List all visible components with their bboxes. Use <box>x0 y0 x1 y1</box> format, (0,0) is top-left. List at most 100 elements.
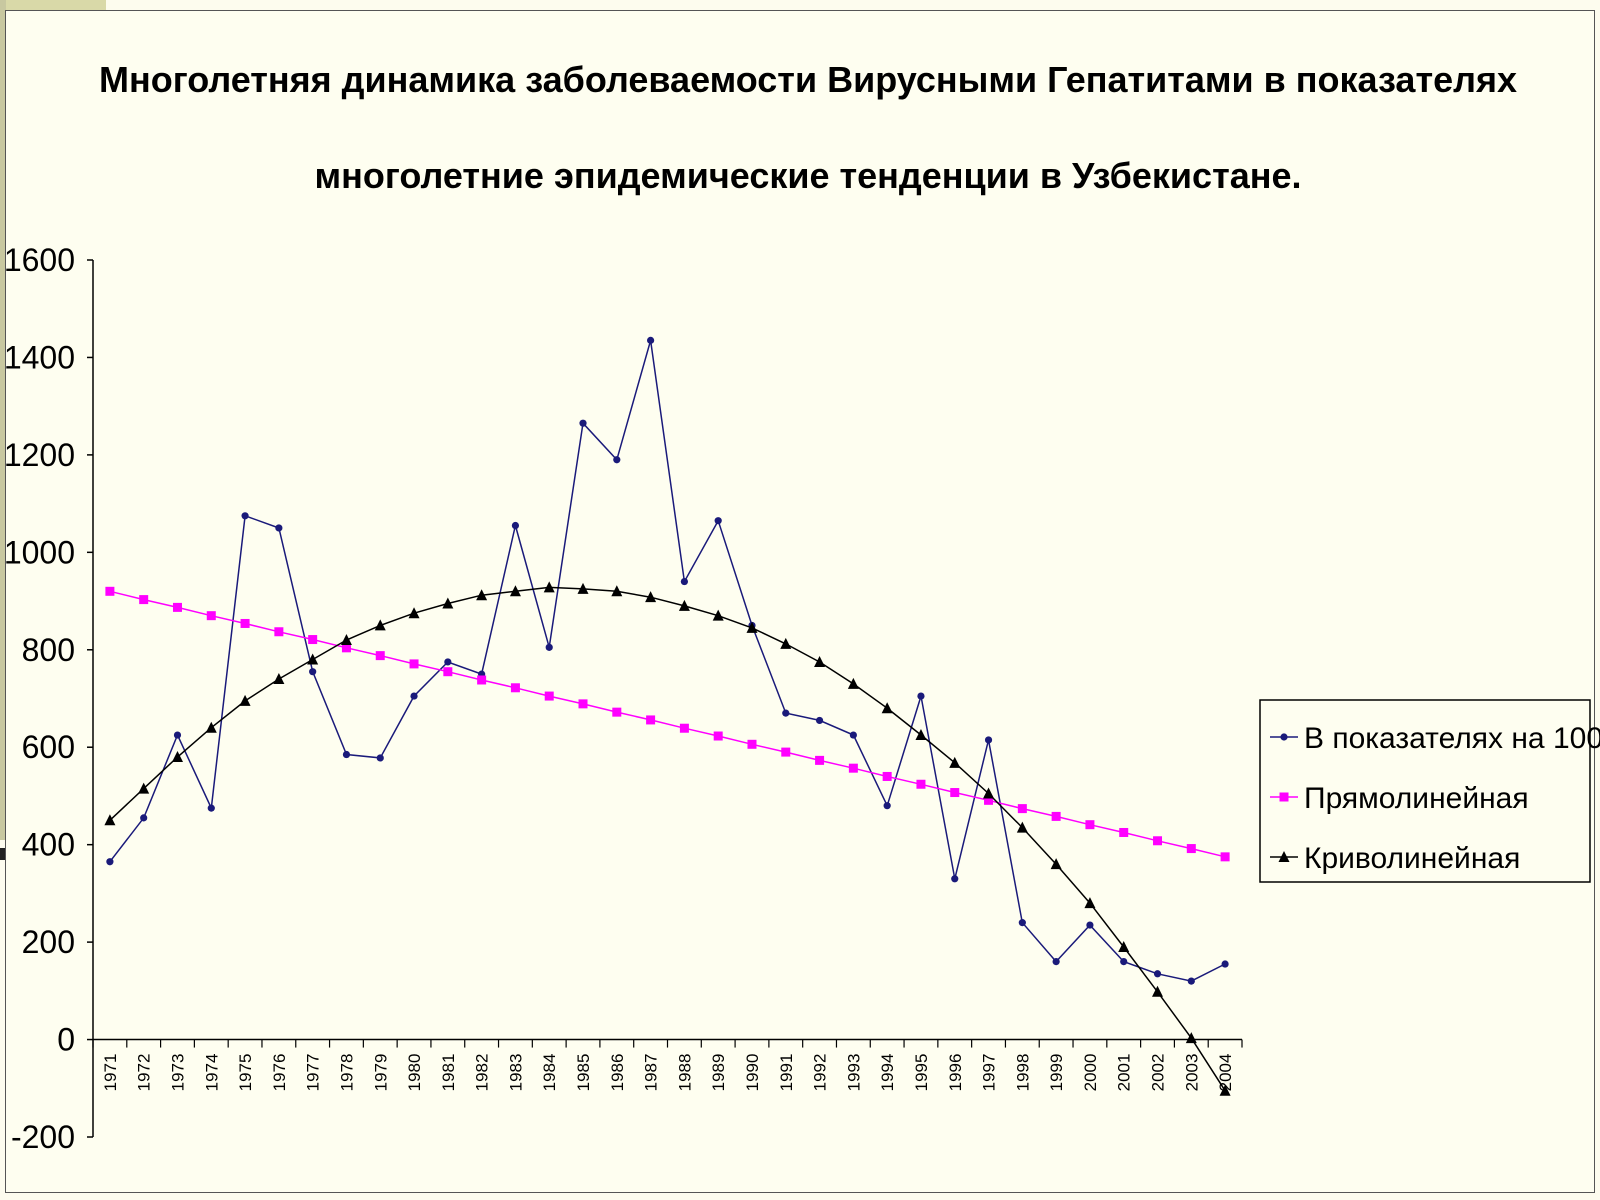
chart-title: Многолетняя динамика заболеваемости Виру… <box>99 59 1517 100</box>
data-point <box>713 731 723 741</box>
data-point <box>409 659 419 669</box>
data-point <box>577 582 589 594</box>
x-tick-label: 1974 <box>202 1054 221 1092</box>
y-tick-label: 200 <box>22 924 75 960</box>
data-point <box>545 643 553 651</box>
data-point <box>949 756 961 768</box>
legend-marker <box>1280 733 1288 741</box>
y-tick-label: -200 <box>11 1119 75 1155</box>
x-tick-label: 1983 <box>506 1054 525 1092</box>
data-point <box>613 456 621 464</box>
data-point <box>307 653 319 665</box>
data-point <box>1185 1032 1197 1044</box>
x-tick-label: 2002 <box>1149 1054 1168 1092</box>
data-point <box>984 736 993 744</box>
x-tick-label: 1990 <box>743 1054 762 1092</box>
data-point <box>746 621 758 633</box>
axes: -200 0 200 400 600 800 1000 1200 1400 1600 1971 197… <box>4 242 1243 1155</box>
legend: В показателях на 100 тыс Прямолинейная Кри… <box>1259 699 1600 883</box>
data-point <box>782 709 790 717</box>
data-point <box>410 692 418 700</box>
data-point <box>206 611 216 621</box>
x-tick-label: 1972 <box>135 1054 154 1092</box>
x-tick-label: 1976 <box>270 1054 289 1092</box>
legend-label: Криволинейная <box>1304 842 1520 875</box>
data-point <box>442 597 454 609</box>
data-point <box>240 618 250 628</box>
data-point <box>881 702 893 714</box>
data-point <box>207 804 215 812</box>
data-point <box>1050 858 1062 870</box>
x-tick-label: 1994 <box>878 1054 897 1092</box>
data-point <box>308 635 318 645</box>
data-point <box>139 595 149 605</box>
data-point <box>340 634 352 646</box>
data-point <box>984 795 994 805</box>
chart-frame <box>5 10 1595 1193</box>
x-tick-label: 1982 <box>473 1054 492 1092</box>
data-point <box>611 585 623 597</box>
side-mark <box>0 848 6 860</box>
data-point <box>543 581 555 593</box>
data-point <box>342 750 351 759</box>
data-point <box>105 586 115 596</box>
y-tick-label: 0 <box>57 1022 75 1058</box>
data-point <box>883 802 891 810</box>
legend-item: В показателях на 100 тыс <box>1270 722 1600 755</box>
data-point <box>815 716 824 725</box>
data-point <box>612 707 622 717</box>
data-point <box>274 627 284 637</box>
data-point <box>579 419 587 427</box>
y-tick-label: 600 <box>22 729 75 765</box>
y-tick-label: 1200 <box>4 437 75 473</box>
data-point <box>951 875 959 883</box>
data-point <box>172 602 182 612</box>
x-tick-label: 1985 <box>574 1054 593 1092</box>
data-point <box>646 715 656 725</box>
y-tick-label: 1400 <box>4 339 75 375</box>
series-2 <box>105 586 1230 862</box>
x-tick-label: 2003 <box>1182 1054 1201 1092</box>
data-point <box>747 739 757 749</box>
x-tick-label: 1997 <box>980 1054 999 1092</box>
x-tick-label: 1992 <box>811 1054 830 1092</box>
data-point <box>138 782 150 794</box>
x-tick-label: 2001 <box>1115 1054 1134 1092</box>
data-point <box>1118 940 1130 952</box>
legend-label: Прямолинейная <box>1304 782 1529 815</box>
data-point <box>341 643 351 653</box>
data-point <box>1085 820 1095 830</box>
data-point <box>1017 804 1027 814</box>
data-point <box>510 683 520 693</box>
x-tick-label: 1996 <box>946 1054 965 1092</box>
data-point <box>714 517 722 525</box>
data-point <box>781 747 791 757</box>
data-point <box>1153 970 1162 978</box>
data-point <box>1119 827 1129 837</box>
series-1 <box>106 336 1229 985</box>
data-point <box>916 779 926 789</box>
x-tick-label: 1984 <box>540 1054 559 1092</box>
data-point <box>106 858 114 866</box>
data-point <box>273 673 285 685</box>
data-point <box>1052 958 1060 966</box>
legend-label: В показателях на 100 тыс <box>1304 722 1600 755</box>
x-tick-label: 1971 <box>101 1054 120 1092</box>
x-tick-label: 1981 <box>439 1054 458 1092</box>
x-tick-label: 1975 <box>236 1054 255 1092</box>
data-point <box>275 524 283 532</box>
data-point <box>815 755 825 765</box>
data-point <box>104 814 116 826</box>
y-tick-label: 1600 <box>4 242 75 278</box>
data-point <box>645 591 657 603</box>
data-point <box>950 788 960 798</box>
data-point <box>849 731 857 739</box>
data-point <box>1018 919 1026 927</box>
data-point <box>882 771 892 781</box>
data-point <box>1221 960 1229 968</box>
data-point <box>408 607 420 619</box>
x-tick-label: 1995 <box>912 1054 931 1092</box>
data-point <box>509 585 521 597</box>
data-point <box>1016 821 1028 833</box>
